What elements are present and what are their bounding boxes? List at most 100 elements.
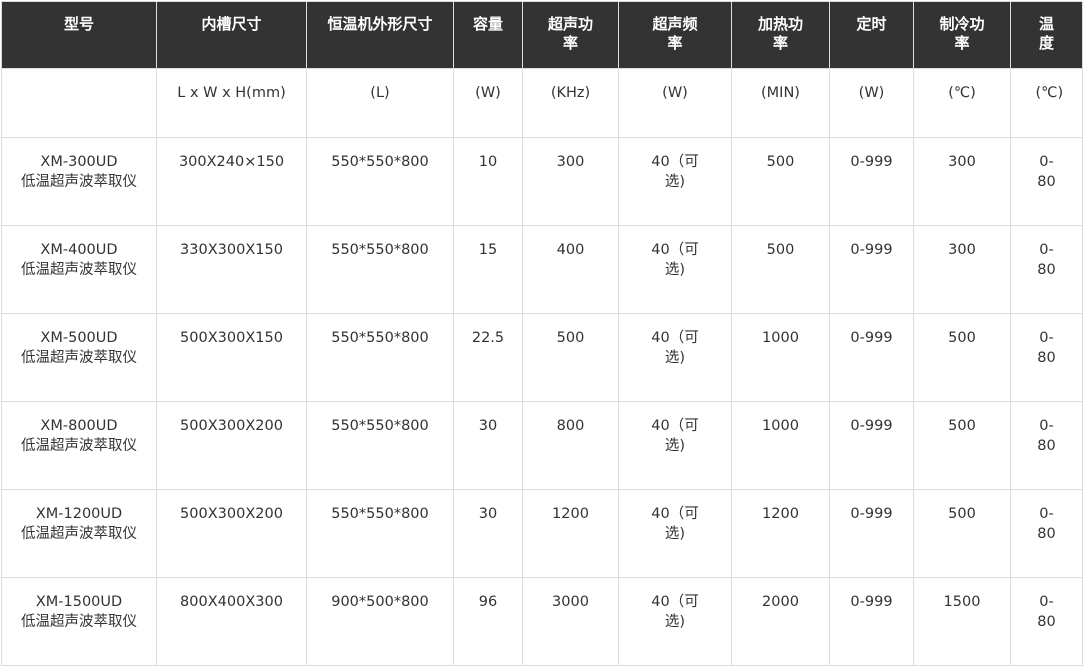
header-label: 超声功率: [547, 15, 593, 52]
cell-value: 500: [766, 154, 795, 170]
cell-value: 400: [556, 242, 585, 258]
cell-outer-size: 550*550*800: [306, 313, 454, 402]
header-ultrasonic-power: 超声功率: [522, 1, 619, 69]
cell-value: 500: [556, 330, 585, 346]
cell-cooling-power: 300: [913, 137, 1011, 226]
cell-value: 300: [948, 242, 976, 258]
cell-ultrasonic-frequency: 40（可选): [618, 489, 732, 578]
cell-ultrasonic-frequency: 40（可选): [618, 313, 732, 402]
cell-capacity: 10: [453, 137, 523, 226]
cell-value: 30: [478, 506, 498, 522]
cell-temperature: 0-80: [1010, 137, 1083, 226]
cell-value: 0-80: [1037, 506, 1056, 542]
unit-temperature: (℃): [1010, 68, 1083, 138]
cell-value: 3000: [552, 594, 589, 610]
header-label: 型号: [63, 15, 94, 33]
cell-temperature: 0-80: [1010, 401, 1083, 490]
cell-capacity: 30: [453, 489, 523, 578]
header-heating-power: 加热功率: [731, 1, 830, 69]
cell-inner-size: 330X300X150: [156, 225, 307, 314]
cell-value: 30: [478, 418, 498, 434]
unit-ultrasonic-frequency: (W): [618, 68, 732, 138]
model-code: XM-400UD: [40, 242, 118, 258]
model-code: XM-800UD: [40, 418, 118, 434]
cell-value: 2000: [762, 594, 799, 610]
header-label: 恒温机外形尺寸: [327, 15, 433, 33]
cell-ultrasonic-power: 500: [522, 313, 619, 402]
cell-heating-power: 500: [731, 225, 830, 314]
header-capacity: 容量: [453, 1, 523, 69]
cell-value: 300: [556, 154, 585, 170]
cell-value: 22.5: [471, 330, 505, 346]
cell-value: 0-999: [850, 330, 893, 346]
cell-capacity: 30: [453, 401, 523, 490]
cell-outer-size: 550*550*800: [306, 401, 454, 490]
model-name: 低温超声波萃取仪: [21, 614, 137, 630]
unit-label: (W): [475, 85, 501, 101]
cell-value: 500: [766, 242, 795, 258]
cell-cooling-power: 300: [913, 225, 1011, 314]
cell-heating-power: 500: [731, 137, 830, 226]
unit-model: [1, 68, 157, 138]
cell-inner-size: 500X300X150: [156, 313, 307, 402]
cell-value: 330X300X150: [180, 242, 283, 258]
cell-value: 300X240×150: [178, 154, 285, 170]
header-label: 内槽尺寸: [201, 15, 262, 33]
unit-ultrasonic-power: (KHz): [522, 68, 619, 138]
cell-temperature: 0-80: [1010, 225, 1083, 314]
table-row: XM-1500UD 低温超声波萃取仪 800X400X300 900*500*800 9…: [1, 577, 1083, 666]
model-name: 低温超声波萃取仪: [21, 438, 137, 454]
cell-value: 0-999: [850, 594, 893, 610]
cell-ultrasonic-frequency: 40（可选): [618, 401, 732, 490]
cell-value: 0-80: [1037, 330, 1056, 366]
cell-value: 300: [948, 154, 976, 170]
cell-value: 96: [478, 594, 498, 610]
cell-value: 800: [556, 418, 585, 434]
unit-label: (℃): [1035, 85, 1064, 101]
unit-label: (L): [370, 85, 390, 101]
cell-cooling-power: 500: [913, 401, 1011, 490]
cell-timer: 0-999: [829, 225, 914, 314]
unit-outer-size: (L): [306, 68, 454, 138]
unit-cooling-power: (℃): [913, 68, 1011, 138]
cell-value: 800X400X300: [180, 594, 283, 610]
cell-heating-power: 1200: [731, 489, 830, 578]
cell-timer: 0-999: [829, 401, 914, 490]
cell-model: XM-1200UD 低温超声波萃取仪: [1, 489, 157, 578]
header-label: 温度: [1038, 15, 1054, 52]
cell-value: 0-999: [850, 154, 893, 170]
cell-value: 40（可选): [651, 154, 699, 190]
cell-cooling-power: 500: [913, 489, 1011, 578]
cell-ultrasonic-power: 1200: [522, 489, 619, 578]
cell-ultrasonic-power: 300: [522, 137, 619, 226]
cell-ultrasonic-power: 800: [522, 401, 619, 490]
unit-heating-power: (MIN): [731, 68, 830, 138]
cell-inner-size: 500X300X200: [156, 489, 307, 578]
cell-value: 550*550*800: [331, 418, 429, 434]
cell-cooling-power: 1500: [913, 577, 1011, 666]
cell-model: XM-300UD 低温超声波萃取仪: [1, 137, 157, 226]
cell-inner-size: 500X300X200: [156, 401, 307, 490]
unit-label: (W): [858, 85, 885, 101]
table-row: XM-500UD 低温超声波萃取仪 500X300X150 550*550*800 22…: [1, 313, 1083, 402]
unit-label: (W): [662, 85, 688, 101]
cell-inner-size: 800X400X300: [156, 577, 307, 666]
model-code: XM-500UD: [40, 330, 118, 346]
cell-value: 40（可选): [651, 594, 699, 630]
cell-value: 500X300X150: [180, 330, 283, 346]
cell-value: 40（可选): [651, 330, 699, 366]
cell-value: 1200: [762, 506, 799, 522]
cell-outer-size: 550*550*800: [306, 137, 454, 226]
cell-value: 500: [948, 418, 976, 434]
cell-timer: 0-999: [829, 577, 914, 666]
cell-model: XM-1500UD 低温超声波萃取仪: [1, 577, 157, 666]
model-code: XM-300UD: [40, 154, 118, 170]
unit-timer: (W): [829, 68, 914, 138]
cell-model: XM-800UD 低温超声波萃取仪: [1, 401, 157, 490]
cell-value: 0-80: [1037, 418, 1056, 454]
header-model: 型号: [1, 1, 157, 69]
units-row: L x W x H(mm) (L) (W) (KHz) (W) (MIN) (W) (℃) (℃…: [1, 68, 1083, 138]
unit-label: (MIN): [761, 85, 800, 101]
unit-label: (℃): [948, 85, 976, 101]
cell-ultrasonic-frequency: 40（可选): [618, 137, 732, 226]
